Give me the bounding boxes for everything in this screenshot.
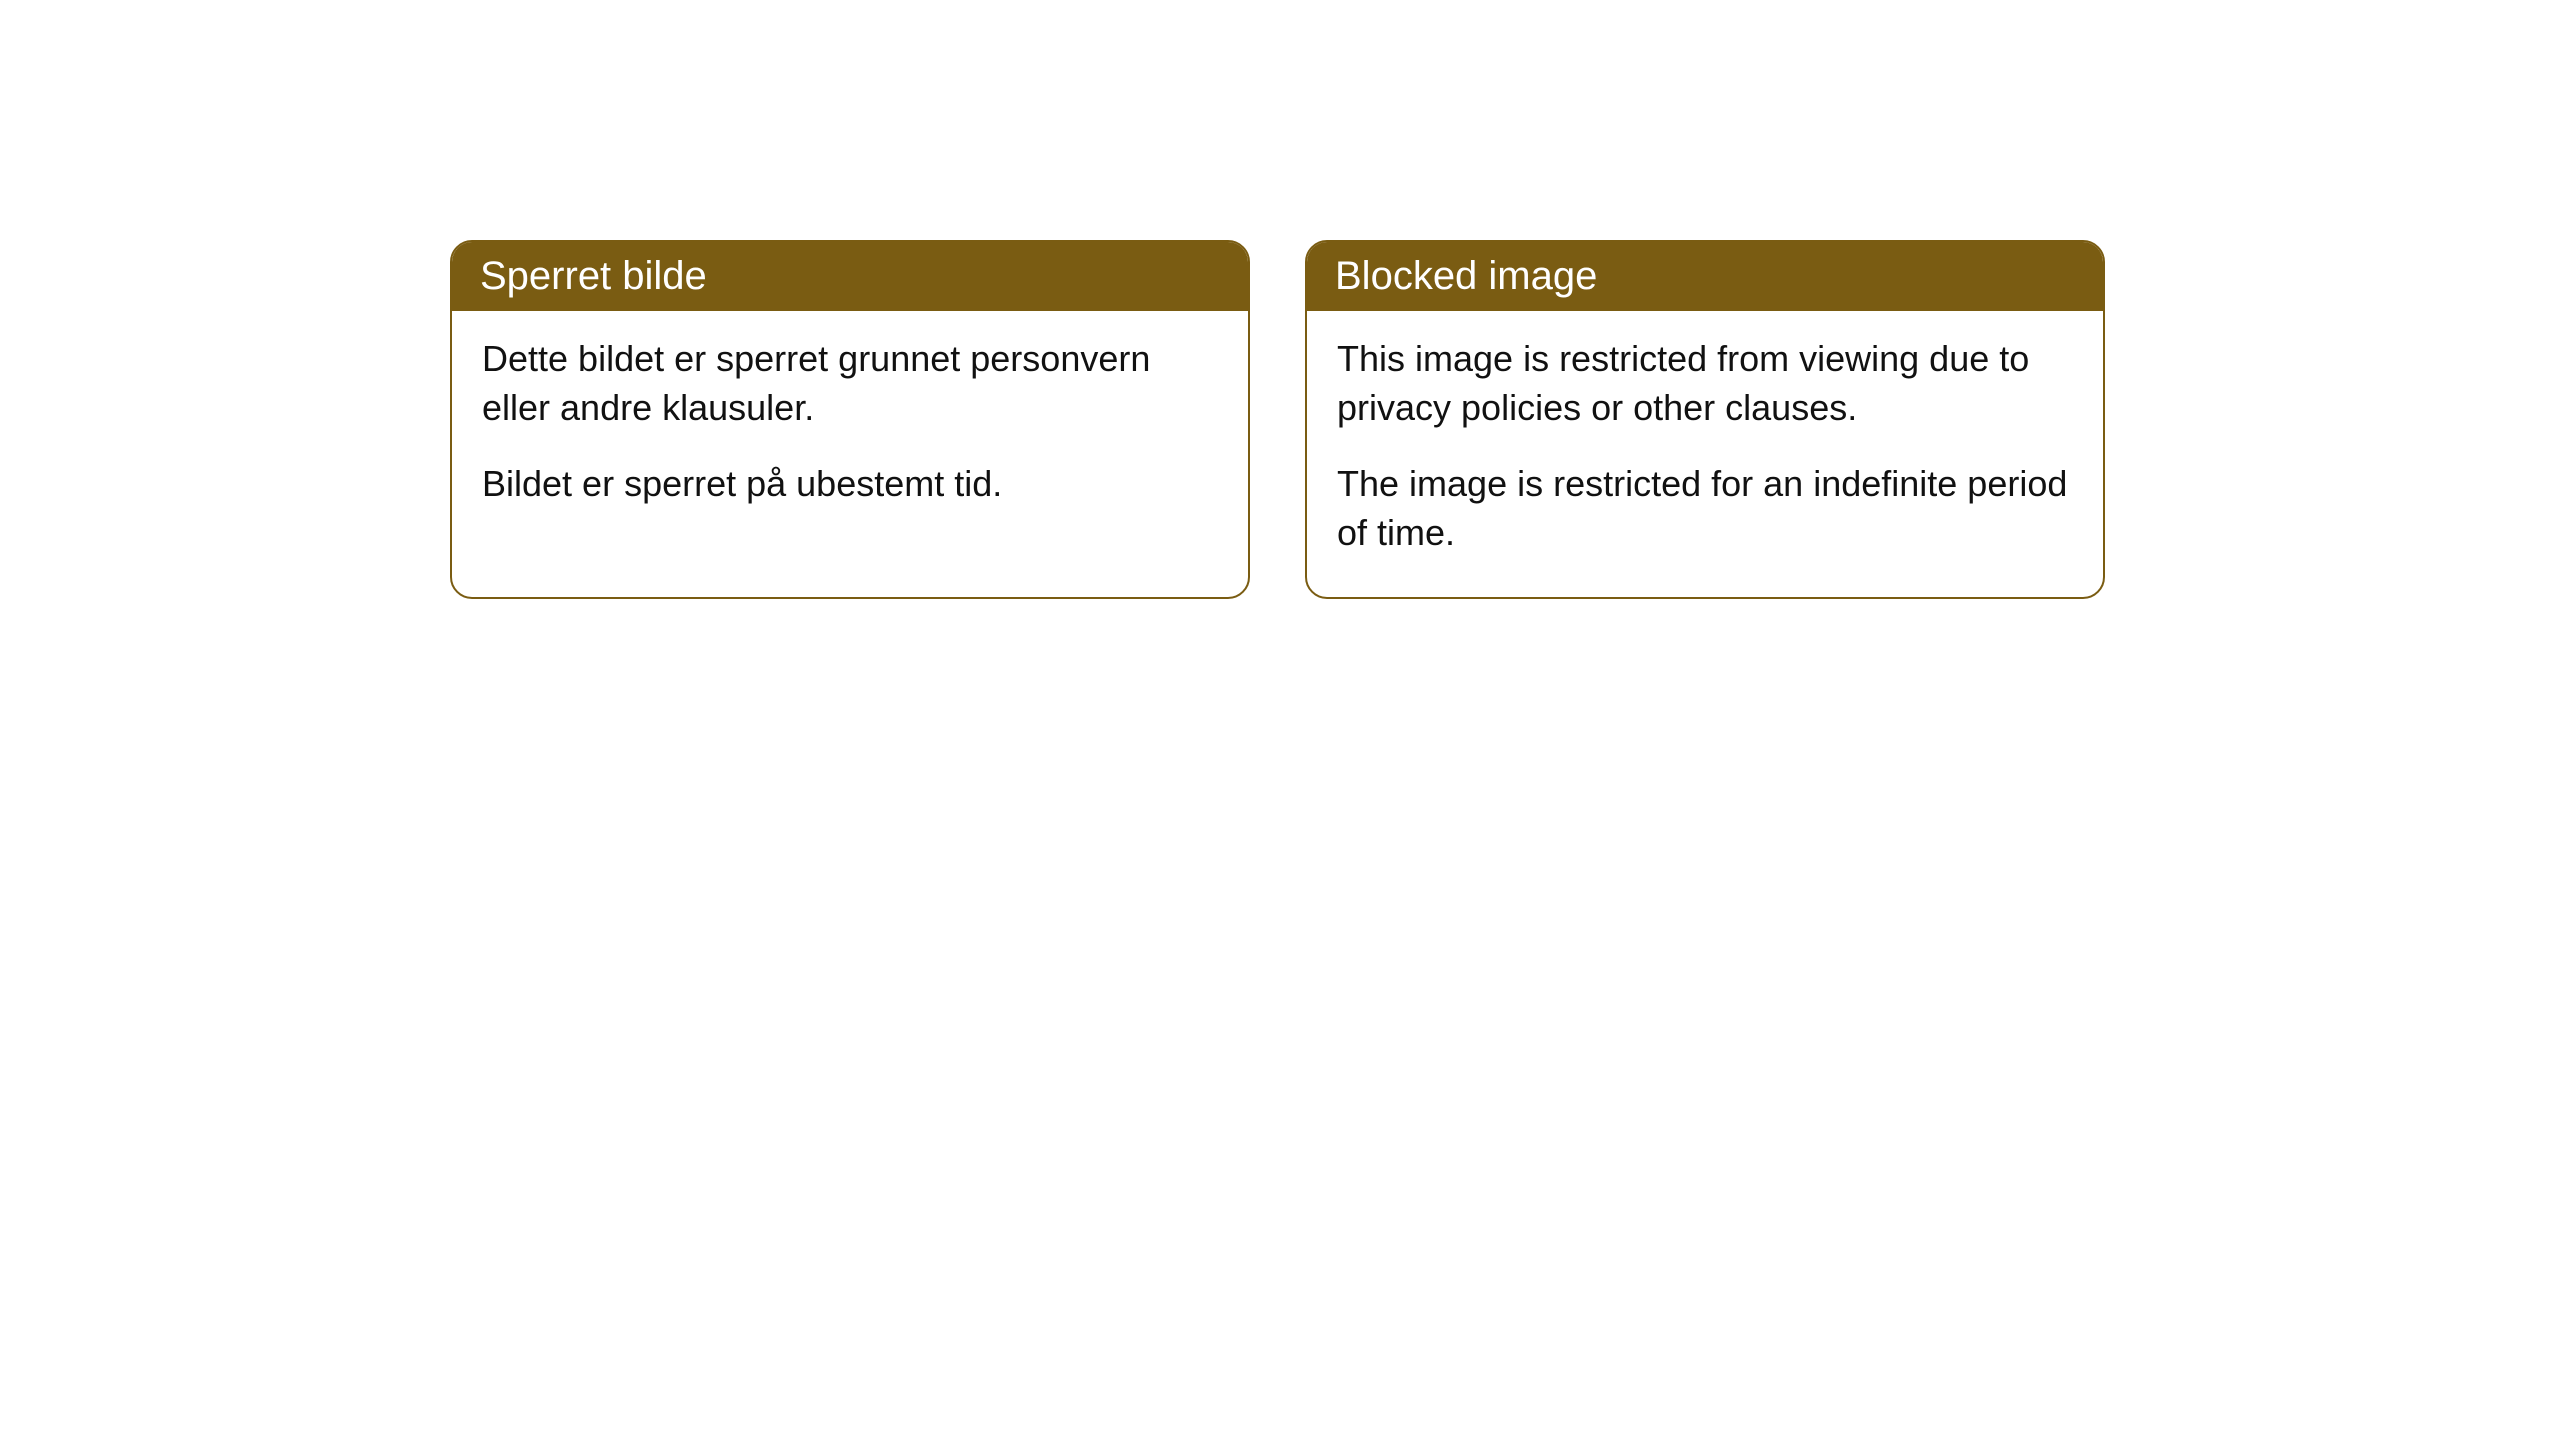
card-body: This image is restricted from viewing du… bbox=[1307, 311, 2103, 597]
info-card-english: Blocked image This image is restricted f… bbox=[1305, 240, 2105, 599]
card-title: Blocked image bbox=[1335, 254, 1597, 298]
cards-container: Sperret bilde Dette bildet er sperret gr… bbox=[450, 240, 2560, 599]
card-paragraph: The image is restricted for an indefinit… bbox=[1337, 460, 2073, 557]
card-header: Blocked image bbox=[1307, 242, 2103, 311]
card-paragraph: Bildet er sperret på ubestemt tid. bbox=[482, 460, 1218, 509]
card-body: Dette bildet er sperret grunnet personve… bbox=[452, 311, 1248, 549]
card-paragraph: Dette bildet er sperret grunnet personve… bbox=[482, 335, 1218, 432]
card-title: Sperret bilde bbox=[480, 254, 707, 298]
card-header: Sperret bilde bbox=[452, 242, 1248, 311]
info-card-norwegian: Sperret bilde Dette bildet er sperret gr… bbox=[450, 240, 1250, 599]
card-paragraph: This image is restricted from viewing du… bbox=[1337, 335, 2073, 432]
